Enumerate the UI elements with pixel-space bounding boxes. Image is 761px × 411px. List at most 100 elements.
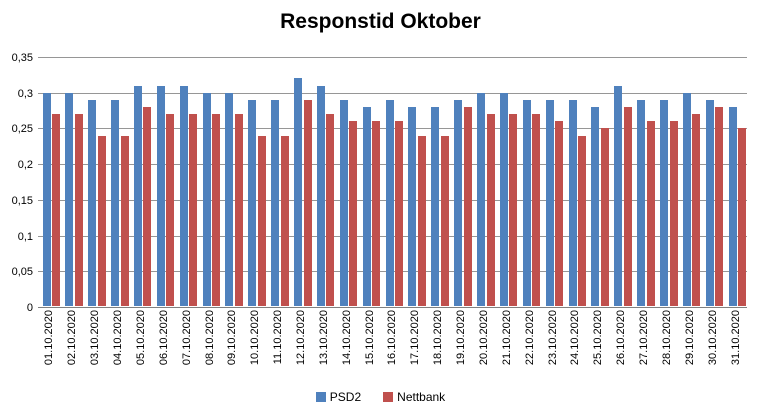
x-tick-cell: 22.10.2020 [518, 310, 541, 390]
bar-psd2-09.10.2020 [225, 92, 234, 306]
bar-nettbank-19.10.2020 [463, 107, 472, 306]
bar-psd2-19.10.2020 [454, 99, 463, 306]
bar-nettbank-13.10.2020 [326, 114, 335, 306]
chart-title: Responstid Oktober [280, 10, 481, 33]
x-tick-cell: 14.10.2020 [335, 310, 358, 390]
bar-nettbank-16.10.2020 [395, 121, 404, 306]
x-tick-cell: 31.10.2020 [724, 310, 747, 390]
bar-nettbank-11.10.2020 [280, 135, 289, 306]
bar-psd2-13.10.2020 [316, 85, 325, 306]
gridline [38, 92, 747, 94]
x-tick-label: 10.10.2020 [249, 310, 262, 366]
x-tick-label: 07.10.2020 [180, 310, 193, 366]
bar-psd2-25.10.2020 [591, 107, 600, 306]
legend: PSD2 Nettbank [0, 388, 761, 406]
x-tick-label: 29.10.2020 [683, 310, 696, 366]
bar-nettbank-21.10.2020 [509, 114, 518, 306]
legend-label-psd2: PSD2 [329, 390, 362, 404]
x-tick-label: 27.10.2020 [638, 310, 651, 366]
bar-nettbank-08.10.2020 [212, 114, 221, 306]
x-tick-cell: 13.10.2020 [312, 310, 335, 390]
y-tick-label: 0 [26, 302, 33, 314]
bar-psd2-14.10.2020 [339, 99, 348, 306]
y-tick-label: 0,35 [11, 52, 33, 64]
x-tick-cell: 21.10.2020 [495, 310, 518, 390]
x-tick-cell: 04.10.2020 [107, 310, 130, 390]
bar-nettbank-20.10.2020 [486, 114, 495, 306]
bar-nettbank-15.10.2020 [372, 121, 381, 306]
x-tick-cell: 01.10.2020 [38, 310, 61, 390]
x-tick-cell: 07.10.2020 [175, 310, 198, 390]
bar-nettbank-06.10.2020 [166, 114, 175, 306]
x-tick-cell: 18.10.2020 [427, 310, 450, 390]
x-tick-label: 02.10.2020 [66, 310, 79, 366]
bar-nettbank-25.10.2020 [600, 128, 609, 306]
bar-nettbank-05.10.2020 [143, 107, 152, 306]
x-tick-label: 12.10.2020 [295, 310, 307, 366]
bar-psd2-29.10.2020 [682, 92, 691, 306]
x-tick-label: 14.10.2020 [340, 310, 353, 366]
bar-psd2-08.10.2020 [202, 92, 211, 306]
bar-psd2-30.10.2020 [705, 99, 714, 306]
bar-nettbank-12.10.2020 [303, 99, 312, 306]
bar-nettbank-30.10.2020 [715, 107, 724, 306]
bar-nettbank-29.10.2020 [692, 114, 701, 306]
legend-item-psd2: PSD2 [315, 390, 362, 404]
bar-psd2-18.10.2020 [431, 107, 440, 306]
bar-nettbank-31.10.2020 [738, 128, 747, 306]
x-tick-label: 31.10.2020 [729, 310, 742, 366]
x-tick-label: 16.10.2020 [386, 310, 399, 366]
bar-psd2-04.10.2020 [111, 99, 120, 306]
plot-area [38, 57, 747, 308]
bar-psd2-16.10.2020 [385, 99, 394, 306]
bar-psd2-11.10.2020 [271, 99, 280, 306]
bar-nettbank-07.10.2020 [189, 114, 198, 306]
x-tick-label: 19.10.2020 [455, 310, 468, 366]
bar-psd2-12.10.2020 [294, 78, 303, 306]
x-tick-cell: 02.10.2020 [61, 310, 84, 390]
x-tick-label: 28.10.2020 [660, 310, 673, 366]
x-tick-cell: 11.10.2020 [267, 310, 290, 390]
bar-nettbank-09.10.2020 [234, 114, 243, 306]
x-tick-label: 20.10.2020 [477, 310, 490, 366]
x-tick-label: 13.10.2020 [317, 310, 330, 366]
x-tick-cell: 28.10.2020 [656, 310, 679, 390]
x-tick-cell: 24.10.2020 [564, 310, 587, 390]
bar-nettbank-23.10.2020 [555, 121, 564, 306]
bar-nettbank-18.10.2020 [440, 135, 449, 306]
x-tick-label: 30.10.2020 [706, 310, 719, 366]
x-tick-label: 08.10.2020 [203, 310, 216, 366]
x-tick-cell: 20.10.2020 [473, 310, 496, 390]
legend-item-nettbank: Nettbank [383, 390, 445, 404]
y-tick-label: 0,15 [11, 194, 33, 207]
legend-swatch-psd2 [315, 392, 326, 402]
x-tick-cell: 05.10.2020 [129, 310, 152, 390]
x-tick-cell: 10.10.2020 [244, 310, 267, 390]
bar-nettbank-28.10.2020 [669, 121, 678, 306]
bar-psd2-20.10.2020 [477, 92, 486, 306]
bar-nettbank-22.10.2020 [532, 114, 541, 306]
gridline [38, 57, 747, 58]
bar-psd2-15.10.2020 [362, 107, 371, 306]
bar-nettbank-24.10.2020 [578, 135, 587, 306]
y-tick-label: 0,2 [17, 159, 33, 172]
legend-label-nettbank: Nettbank [397, 390, 446, 404]
x-tick-label: 21.10.2020 [500, 310, 513, 366]
y-tick-label: 0,1 [17, 230, 33, 243]
x-tick-cell: 06.10.2020 [152, 310, 175, 390]
x-tick-cell: 17.10.2020 [404, 310, 427, 390]
y-tick-label: 0,25 [11, 123, 33, 136]
x-tick-label: 05.10.2020 [134, 310, 147, 366]
x-tick-cell: 29.10.2020 [678, 310, 701, 390]
x-tick-cell: 19.10.2020 [450, 310, 473, 390]
x-tick-label: 09.10.2020 [226, 310, 239, 366]
x-tick-cell: 12.10.2020 [290, 310, 313, 390]
x-axis-line [38, 307, 747, 308]
bar-psd2-26.10.2020 [614, 85, 623, 306]
x-tick-cell: 26.10.2020 [610, 310, 633, 390]
x-tick-label: 15.10.2020 [363, 310, 376, 366]
x-tick-cell: 15.10.2020 [358, 310, 381, 390]
x-tick-cell: 08.10.2020 [198, 310, 221, 390]
bar-nettbank-26.10.2020 [623, 107, 632, 306]
y-tick-label: 0,05 [11, 266, 33, 279]
